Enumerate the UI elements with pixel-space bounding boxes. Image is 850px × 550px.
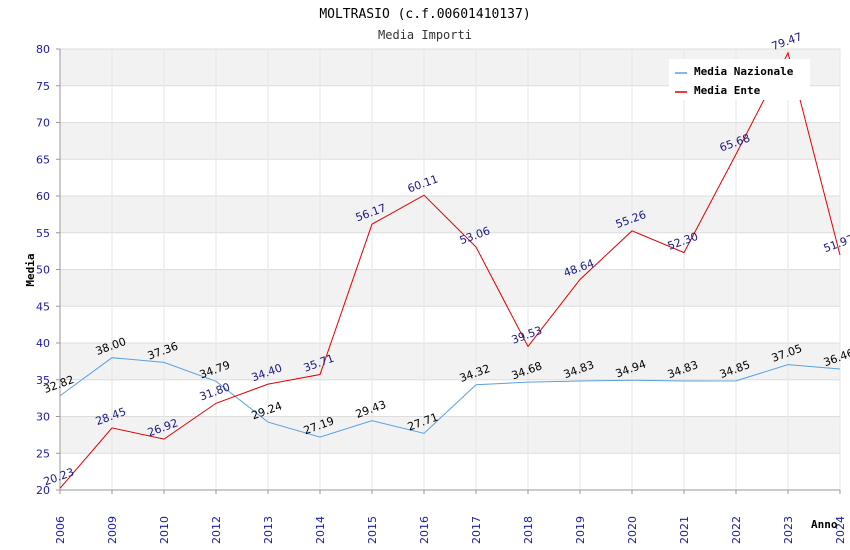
series-lines xyxy=(59,51,841,489)
x-tick-label: 2017 xyxy=(470,516,483,544)
data-label: 31.80 xyxy=(198,380,232,403)
x-tick-label: 2014 xyxy=(314,516,327,544)
x-tick-label: 2018 xyxy=(522,516,535,544)
legend-box xyxy=(669,59,810,100)
y-tick-label: 40 xyxy=(36,337,50,350)
chart-subtitle: Media Importi xyxy=(378,28,472,42)
legend: Media Nazionale Media Ente xyxy=(669,59,810,100)
x-tick-label: 2013 xyxy=(262,516,275,544)
y-tick-label: 45 xyxy=(36,300,50,313)
data-label: 60.11 xyxy=(406,172,440,195)
y-tick-label: 30 xyxy=(36,411,50,424)
y-axis-ticks: 20 25 30 35 40 45 50 55 60 65 70 75 80 xyxy=(36,43,60,497)
grid-band xyxy=(60,196,840,233)
x-tick-label: 2006 xyxy=(54,516,67,544)
y-tick-label: 80 xyxy=(36,43,50,56)
series-line-media-ente xyxy=(59,51,841,489)
data-label: 52.30 xyxy=(666,230,700,253)
y-tick-label: 65 xyxy=(36,153,50,166)
y-tick-label: 70 xyxy=(36,117,50,130)
x-tick-label: 2012 xyxy=(210,516,223,544)
x-tick-label: 2022 xyxy=(730,516,743,544)
grid-band xyxy=(60,343,840,380)
x-tick-label: 2024 xyxy=(834,516,847,544)
grid-band xyxy=(60,416,840,454)
x-tick-label: 2010 xyxy=(158,516,171,544)
legend-label-media-ente: Media Ente xyxy=(694,84,761,97)
x-tick-label: 2019 xyxy=(574,516,587,544)
series-line-media-nazionale xyxy=(59,357,841,438)
grid-band xyxy=(60,269,840,307)
y-axis-title: Media xyxy=(24,253,37,286)
x-tick-label: 2020 xyxy=(626,516,639,544)
y-tick-label: 50 xyxy=(36,264,50,277)
grid-band xyxy=(60,122,840,160)
y-tick-label: 20 xyxy=(36,484,50,497)
x-tick-label: 2009 xyxy=(106,516,119,544)
x-tick-label: 2023 xyxy=(782,516,795,544)
chart-title: MOLTRASIO (c.f.00601410137) xyxy=(319,7,530,22)
x-axis-title: Anno xyxy=(811,518,838,531)
y-tick-label: 25 xyxy=(36,447,50,460)
y-tick-label: 55 xyxy=(36,227,50,240)
legend-label-media-nazionale: Media Nazionale xyxy=(694,65,794,78)
y-tick-label: 35 xyxy=(36,374,50,387)
x-tick-label: 2021 xyxy=(678,516,691,544)
data-label: 51.97 xyxy=(822,232,850,255)
x-tick-label: 2015 xyxy=(366,516,379,544)
data-label: 20.23 xyxy=(42,466,76,489)
x-axis-ticks: 2006 2009 2010 2012 2013 2014 2015 2016 2017 2018… xyxy=(54,490,847,544)
y-tick-label: 75 xyxy=(36,80,50,93)
y-tick-label: 60 xyxy=(36,190,50,203)
x-tick-label: 2016 xyxy=(418,516,431,544)
